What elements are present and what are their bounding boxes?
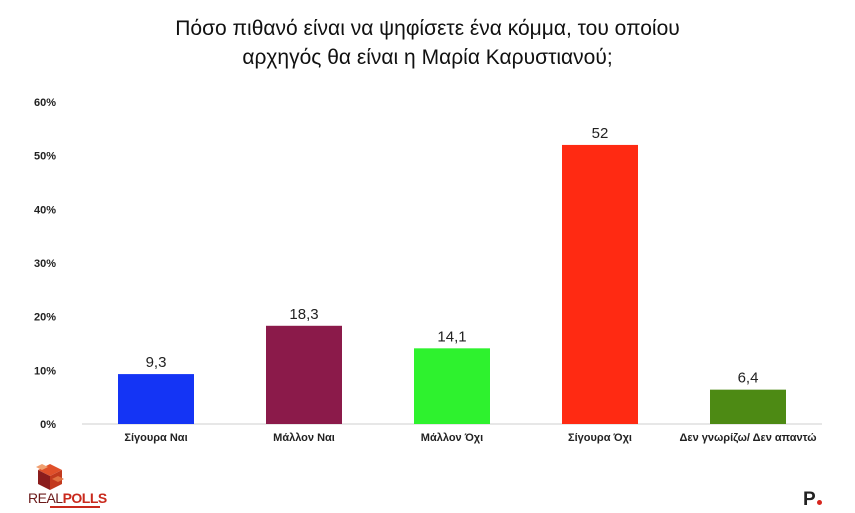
y-tick-label: 50% — [34, 151, 56, 163]
bar — [562, 144, 638, 424]
bar — [414, 348, 490, 424]
y-tick-label: 10% — [34, 365, 56, 377]
y-tick-label: 0% — [40, 419, 56, 431]
brand-dot-icon — [816, 500, 822, 505]
chart-title-line-1: Πόσο πιθανό είναι να ψηφίσετε ένα κόμμα,… — [175, 17, 680, 40]
chart-title: Πόσο πιθανό είναι να ψηφίσετε ένα κόμμα,… — [0, 14, 855, 72]
x-tick-label: Μάλλον Ναι — [273, 432, 335, 444]
x-tick-label: Μάλλον Όχι — [421, 432, 483, 444]
realpolls-logo: REALPOLLS — [28, 462, 108, 508]
bar-value-label: 14,1 — [437, 328, 466, 345]
logo-text-polls: POLLS — [62, 490, 108, 506]
y-tick-label: 60% — [34, 97, 56, 109]
brand-letter: P — [803, 489, 816, 510]
chart-title-line-2: αρχηγός θα είναι η Μαρία Καρυστιανού; — [242, 46, 613, 69]
bar-value-label: 52 — [592, 125, 609, 142]
bar-value-label: 18,3 — [289, 306, 318, 323]
cube-logo-icon — [36, 464, 64, 490]
bar-value-label: 9,3 — [146, 354, 167, 371]
x-tick-label: Σίγουρα Όχι — [568, 432, 632, 444]
bar — [710, 389, 786, 424]
y-tick-label: 20% — [34, 312, 56, 324]
x-tick-label: Δεν γνωρίζω/ Δεν απαντώ — [679, 432, 816, 444]
logo-text-real: REAL — [28, 490, 63, 506]
brand-mark: P — [803, 490, 822, 509]
y-tick-label: 40% — [34, 204, 56, 216]
logo-underline — [50, 506, 100, 508]
bar-value-label: 6,4 — [738, 370, 759, 387]
x-tick-label: Σίγουρα Ναι — [124, 432, 187, 444]
bar — [266, 325, 342, 424]
bar — [118, 374, 194, 424]
y-tick-label: 30% — [34, 258, 56, 270]
